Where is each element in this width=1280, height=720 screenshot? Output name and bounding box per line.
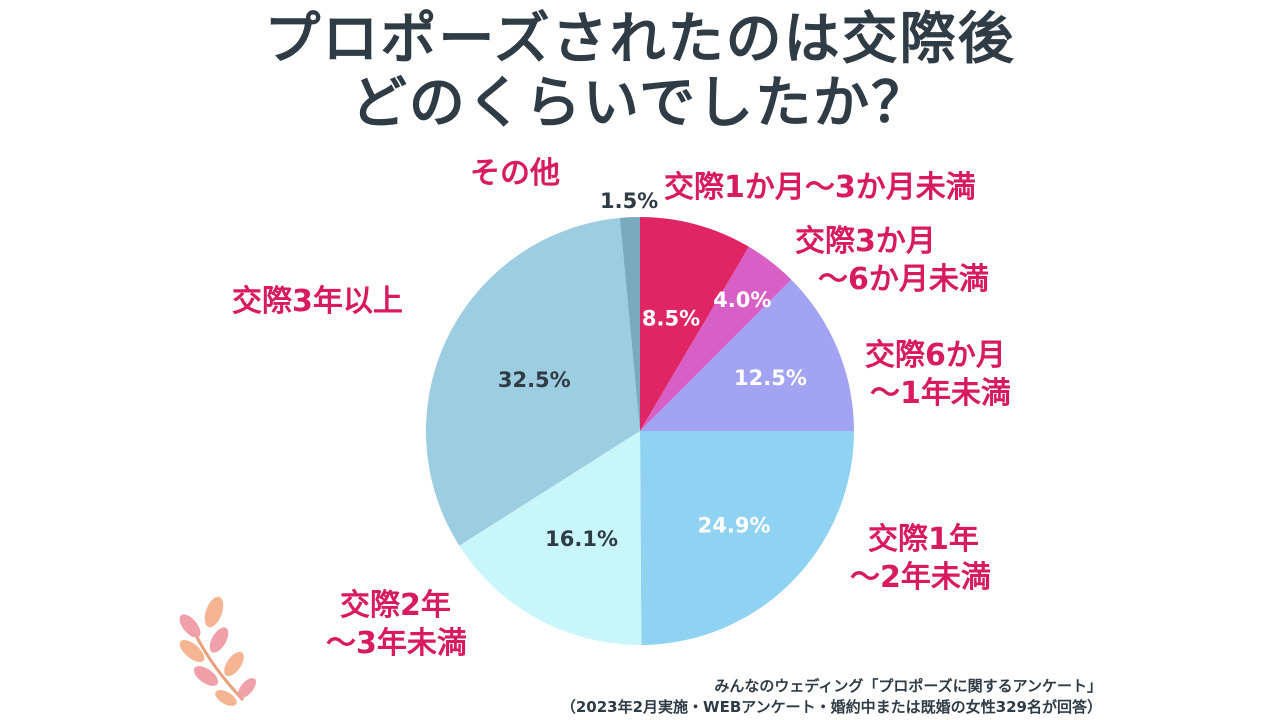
pie-value-label: 24.9% <box>698 514 771 538</box>
slice-label-other: その他 <box>470 156 560 191</box>
pie-slice <box>640 246 792 431</box>
slice-label-1-2-years-line2: ～2年未満 <box>850 560 991 595</box>
pie-slice <box>640 279 854 431</box>
pie-value-labels: 8.5% 4.0% 12.5% 24.9% 16.1% 32.5% 1.5% <box>498 189 807 551</box>
slice-label-2-3-years-line2: ～3年未満 <box>326 626 467 661</box>
source-line-2: （2023年2月実施・WEBアンケート・婚約中または既婚の女性329名が回答） <box>560 698 1102 716</box>
slice-label-3-6-months: 交際3か月 <box>795 224 936 259</box>
pie-value-label: 16.1% <box>545 527 618 551</box>
slice-label-2-3-years: 交際2年 <box>340 588 451 623</box>
pie-value-label: 8.5% <box>642 306 700 330</box>
slice-label-1-2-years: 交際1年 <box>868 522 979 557</box>
pie-slice <box>619 217 640 431</box>
pie-slice <box>640 217 749 431</box>
pie-value-label: 12.5% <box>734 366 807 390</box>
slice-label-1-3-months: 交際1か月～3か月未満 <box>664 170 976 205</box>
leaf-branch-decoration <box>179 596 256 706</box>
chart-title-line-1: プロポーズされたのは交際後 <box>264 7 1016 72</box>
slice-label-3-6-months-line2: ～6か月未満 <box>818 262 989 297</box>
slice-label-6m-1y-line2: ～1年未満 <box>870 376 1011 411</box>
pie-slice <box>459 431 642 645</box>
slice-label-3-years-plus: 交際3年以上 <box>232 284 403 319</box>
pie-value-label: 1.5% <box>600 189 658 213</box>
pie-slice <box>640 431 854 645</box>
chart-title-line-2: どのくらいでしたか？ <box>350 71 930 136</box>
source-line-1: みんなのウェディング「プロポーズに関するアンケート」 <box>714 677 1102 695</box>
slice-label-6m-1y: 交際6か月 <box>865 338 1006 373</box>
pie-slice <box>425 217 640 546</box>
pie-value-label: 32.5% <box>498 368 571 392</box>
pie-slices <box>425 217 854 645</box>
pie-value-label: 4.0% <box>713 288 771 312</box>
